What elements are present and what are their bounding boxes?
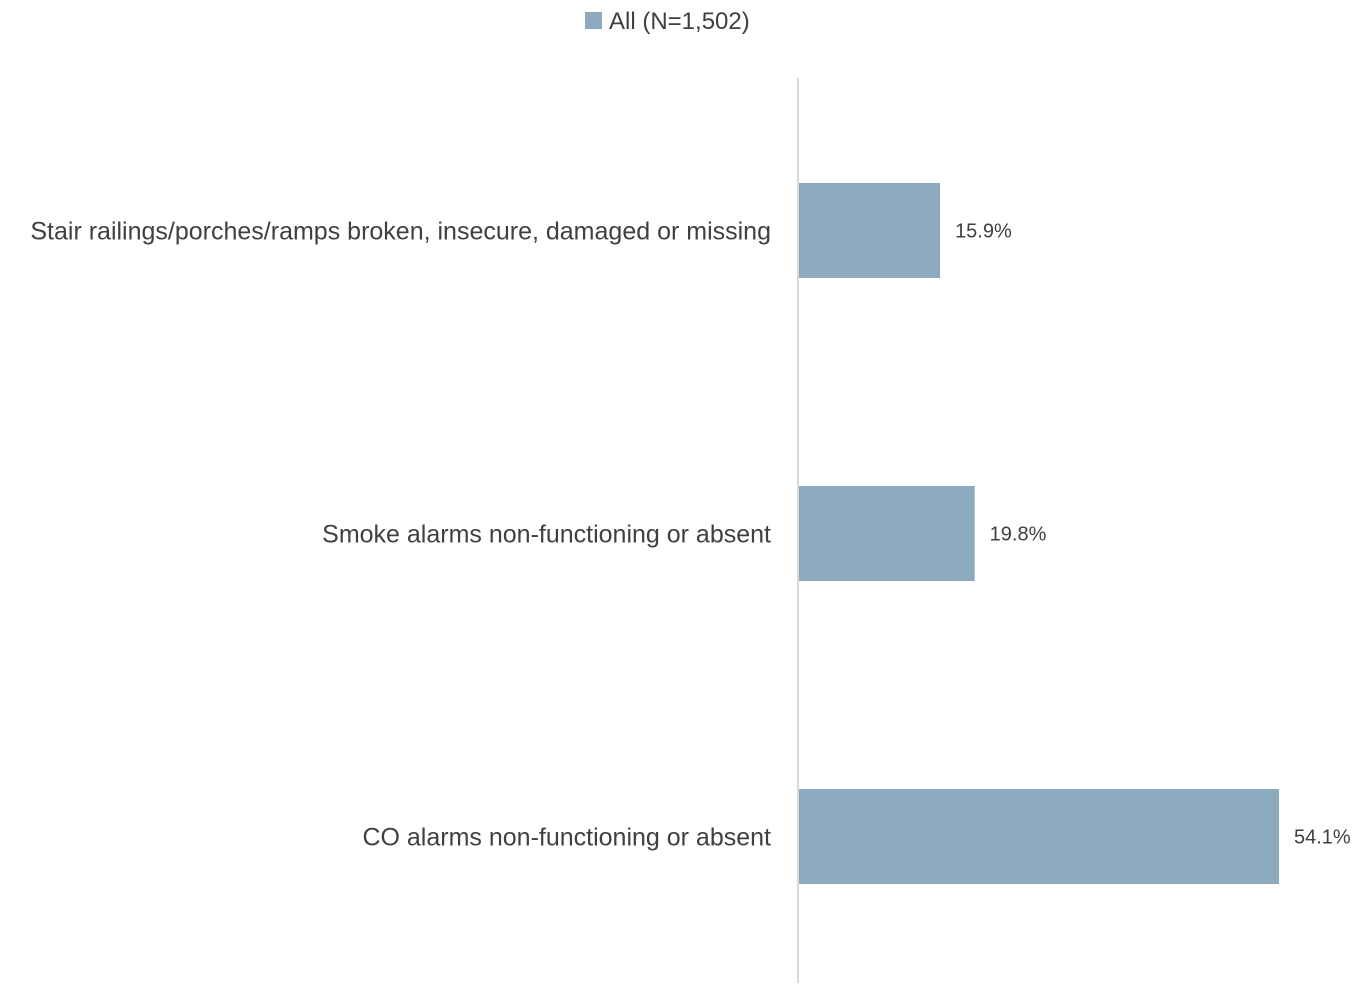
data-label: 15.9% — [955, 221, 1012, 243]
bar — [799, 183, 941, 278]
bar — [799, 789, 1279, 884]
bars — [799, 183, 1279, 884]
data-label: 54.1% — [1294, 827, 1351, 849]
legend: All (N=1,502) — [585, 8, 750, 35]
category-label: CO alarms non-functioning or absent — [362, 824, 771, 852]
bar — [799, 486, 975, 581]
legend-label: All (N=1,502) — [609, 8, 750, 35]
legend-swatch — [585, 12, 602, 29]
data-label: 19.8% — [990, 524, 1047, 546]
labels: Stair railings/porches/ramps broken, ins… — [30, 218, 1351, 852]
category-label: Stair railings/porches/ramps broken, ins… — [30, 218, 771, 246]
category-label: Smoke alarms non-functioning or absent — [322, 521, 771, 549]
